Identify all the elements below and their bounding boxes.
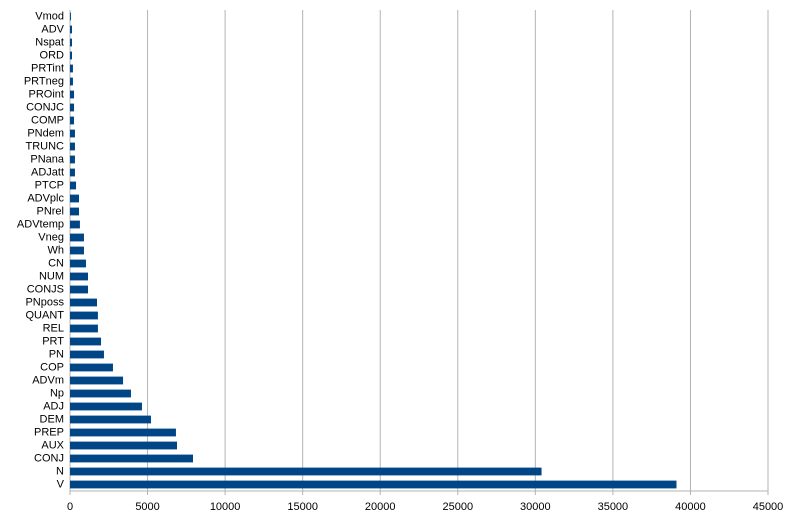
bar (70, 168, 75, 177)
bar (70, 259, 86, 268)
x-tick-label: 15000 (287, 501, 318, 513)
bar (70, 350, 104, 359)
y-tick-label: ADVm (32, 374, 64, 386)
y-tick-label: QUANT (26, 309, 65, 321)
bar (70, 194, 79, 203)
y-tick-label: CONJC (26, 101, 64, 113)
bar (70, 480, 677, 489)
y-tick-label: ORD (40, 49, 65, 61)
y-tick-label: ADVtemp (17, 218, 64, 230)
y-tick-label: ADJatt (31, 166, 64, 178)
x-tick-label: 25000 (442, 501, 473, 513)
bar (70, 207, 79, 216)
bar (70, 402, 142, 411)
bar (70, 181, 77, 190)
y-tick-label: PTCP (35, 179, 64, 191)
y-tick-label: PNposs (25, 296, 64, 308)
x-tick-label: 0 (67, 501, 73, 513)
y-tick-label: COMP (31, 114, 64, 126)
bar (70, 64, 73, 73)
bar (70, 90, 75, 99)
y-tick-label: PNana (30, 153, 65, 165)
bar (70, 25, 73, 34)
bar (70, 454, 194, 463)
y-tick-label: Wh (48, 244, 65, 256)
y-tick-label: V (57, 478, 65, 490)
y-tick-label: PNdem (27, 127, 64, 139)
bar (70, 415, 151, 424)
y-tick-label: Np (50, 387, 64, 399)
y-tick-label: PROint (29, 88, 64, 100)
bar (70, 285, 88, 294)
bar (70, 129, 75, 138)
bar (70, 38, 73, 47)
x-tick-label: 30000 (520, 501, 551, 513)
bar (70, 324, 98, 333)
y-tick-label: CONJS (27, 283, 64, 295)
y-tick-label: N (56, 465, 64, 477)
bar (70, 363, 113, 372)
bar (70, 220, 80, 229)
y-tick-label: Vmod (35, 10, 64, 22)
x-tick-label: 5000 (135, 501, 159, 513)
bar (70, 116, 75, 125)
y-tick-label: ADJ (43, 400, 64, 412)
y-tick-label: CONJ (34, 452, 64, 464)
y-tick-label: NUM (39, 270, 64, 282)
bar (70, 77, 73, 86)
y-tick-label: PNrel (36, 205, 64, 217)
y-tick-label: PRT (42, 335, 64, 347)
bar (70, 428, 176, 437)
bar (70, 51, 73, 60)
y-tick-label: ADVplc (27, 192, 64, 204)
bar (70, 441, 178, 450)
y-tick-label: PREP (34, 426, 64, 438)
y-tick-label: PN (49, 348, 64, 360)
bar (70, 142, 75, 151)
y-tick-label: COP (40, 361, 64, 373)
y-tick-label: Nspat (35, 36, 64, 48)
y-tick-label: AUX (41, 439, 64, 451)
x-tick-label: 10000 (210, 501, 241, 513)
bar (70, 389, 131, 398)
y-tick-label: Vneg (38, 231, 64, 243)
bar (70, 311, 98, 320)
y-tick-label: CN (48, 257, 64, 269)
bar (70, 376, 124, 385)
bar (70, 272, 88, 281)
x-tick-label: 20000 (365, 501, 396, 513)
y-tick-label: PRTneg (24, 75, 64, 87)
bar (70, 12, 71, 21)
bar (70, 155, 75, 164)
bar (70, 298, 97, 307)
y-tick-label: TRUNC (26, 140, 65, 152)
bar (70, 103, 75, 112)
x-tick-label: 35000 (598, 501, 629, 513)
y-tick-label: ADV (41, 23, 64, 35)
y-tick-label: REL (43, 322, 64, 334)
bar (70, 246, 84, 255)
bar (70, 233, 84, 242)
x-tick-label: 45000 (753, 501, 784, 513)
bar (70, 337, 102, 346)
y-tick-label: PRTint (31, 62, 64, 74)
x-tick-label: 40000 (675, 501, 706, 513)
y-tick-label: DEM (40, 413, 64, 425)
bar (70, 467, 542, 476)
